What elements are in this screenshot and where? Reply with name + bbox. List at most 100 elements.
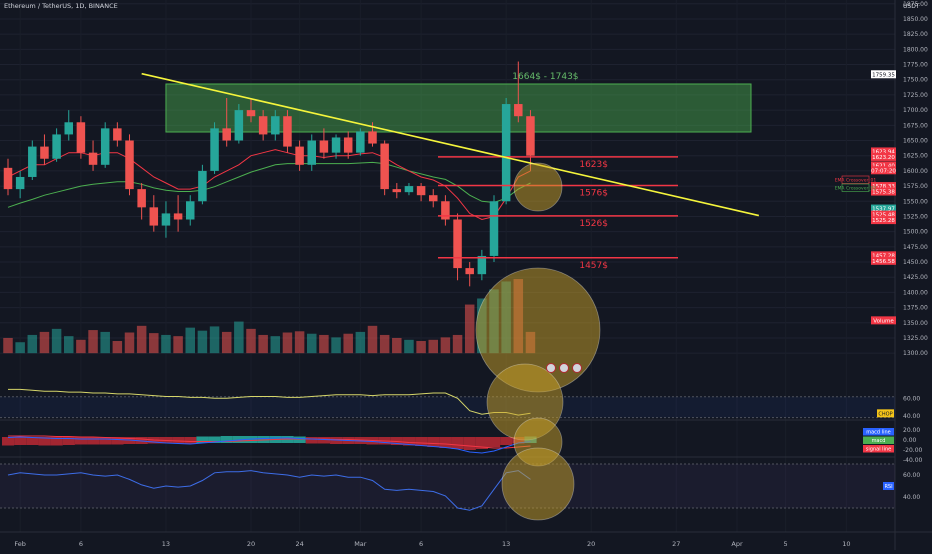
- price-tick-label: 1850.00: [903, 16, 928, 23]
- time-tick-label: Apr: [731, 540, 743, 548]
- level-label: 1526$: [579, 219, 608, 229]
- candle-body: [429, 195, 438, 202]
- price-badge-label: 1623.94: [872, 149, 895, 155]
- macd-hist-bar: [463, 437, 476, 450]
- price-tick-label: 1650.00: [903, 138, 928, 145]
- macd-hist-bar: [38, 437, 51, 446]
- time-tick-label: 6: [79, 540, 83, 548]
- volume-bar: [355, 331, 366, 354]
- macd-badge-label: signal line: [866, 447, 891, 453]
- macd-badge: [863, 436, 894, 444]
- rsi-band: [0, 464, 895, 508]
- chop-tick-label: 40.00: [903, 413, 920, 420]
- macd-hist-bar: [2, 437, 15, 446]
- price-badge-label: 1456.58: [872, 259, 895, 265]
- candle-body: [295, 146, 304, 165]
- price-tick-label: 1625.00: [903, 153, 928, 160]
- candle-body: [198, 170, 207, 202]
- macd-badge: [863, 445, 894, 453]
- level-label: 1457$: [579, 261, 608, 271]
- macd-hist-bar: [220, 436, 233, 443]
- macd-tick-label: -40.00: [903, 457, 923, 464]
- time-tick-label: 10: [842, 540, 850, 548]
- ema-lines: [7, 149, 531, 221]
- highlight-circles: [475, 162, 601, 521]
- volume-bar: [76, 339, 86, 354]
- candle-body: [501, 104, 511, 202]
- price-tick-label: 1750.00: [903, 77, 928, 84]
- macd-hist-bar: [439, 437, 452, 448]
- price-badge-label: 1457.28: [872, 253, 895, 259]
- candle-body: [477, 255, 487, 275]
- volume-bar: [136, 325, 147, 354]
- chop-band: [0, 396, 895, 418]
- macd-badge-label: macd: [872, 438, 886, 444]
- volume-bar: [27, 334, 38, 354]
- volume-bar: [367, 325, 378, 354]
- candle-body: [173, 213, 183, 220]
- price-badge: [871, 182, 896, 191]
- candle-body: [416, 186, 426, 196]
- price-axis[interactable]: 1300.00 1325.00 1350.00 1375.00 1400.00 1425.…: [835, 0, 928, 501]
- candle-body: [283, 116, 292, 147]
- us-flag-icon: [546, 363, 556, 373]
- signal-line: [8, 435, 531, 449]
- candle-body: [331, 137, 341, 153]
- price-badge-label: 1578.33: [872, 184, 895, 190]
- volume-bar: [197, 330, 208, 354]
- volume-bar: [392, 337, 402, 354]
- currency-label: USDT: [903, 3, 920, 10]
- volume-bar: [51, 328, 62, 354]
- volume-bar: [343, 333, 353, 354]
- macd-hist-bar: [135, 437, 148, 444]
- candle-body: [3, 167, 13, 190]
- volume-bar: [294, 331, 305, 354]
- candle-body: [100, 128, 110, 165]
- ema-red-line: [7, 149, 531, 221]
- candle-body: [356, 131, 365, 153]
- time-tick-label: 24: [295, 540, 303, 548]
- price-badge: [871, 204, 896, 213]
- macd-tick-label: 0.00: [903, 437, 917, 444]
- price-badge-label: 1575.38: [872, 190, 895, 196]
- price-badge-label: 1525.28: [872, 218, 895, 224]
- macd-badge: [863, 428, 894, 436]
- volume-bar: [234, 321, 244, 354]
- event-flags: [546, 363, 582, 373]
- volume-bar: [464, 304, 475, 354]
- macd-line: [7, 436, 531, 454]
- volume-bar: [270, 336, 281, 354]
- macd-hist-bar: [475, 437, 488, 449]
- candle-body: [15, 176, 25, 190]
- chop-tick-label: 60.00: [903, 395, 920, 402]
- volume-bar: [404, 339, 414, 354]
- macd-hist-bar: [26, 437, 39, 445]
- ema-green-line: [7, 161, 531, 208]
- price-tick-label: 1600.00: [903, 168, 928, 175]
- macd-tick-label: -20.00: [903, 447, 923, 454]
- price-tick-label: 1500.00: [903, 229, 928, 236]
- volume-bar: [440, 337, 451, 354]
- price-tick-label: 1875.00: [903, 1, 928, 8]
- macd-hist-bar: [427, 437, 440, 447]
- candle-body: [392, 189, 402, 193]
- volume-bar: [173, 336, 183, 354]
- highlight-circle: [501, 447, 575, 521]
- price-badge-label: Volume: [873, 318, 894, 324]
- time-axis[interactable]: Feb 6 13 20 24 Mar 6 13 20 27 Apr 5 10: [14, 540, 850, 548]
- volume-bar: [416, 341, 426, 354]
- price-badge: [871, 210, 896, 219]
- volume-bar: [149, 333, 159, 354]
- volume-bar: [88, 330, 98, 354]
- price-tick-label: 1675.00: [903, 122, 928, 129]
- candle-body: [404, 186, 414, 193]
- price-tick-label: 1800.00: [903, 46, 928, 53]
- chop-badge: [877, 409, 894, 418]
- candle-body: [514, 104, 523, 117]
- candle-body: [28, 146, 37, 177]
- volume-bar: [100, 331, 110, 354]
- price-badge-label: 1759.35: [872, 72, 895, 78]
- macd-hist-bar: [184, 437, 197, 444]
- macd-hist-bar: [317, 437, 331, 444]
